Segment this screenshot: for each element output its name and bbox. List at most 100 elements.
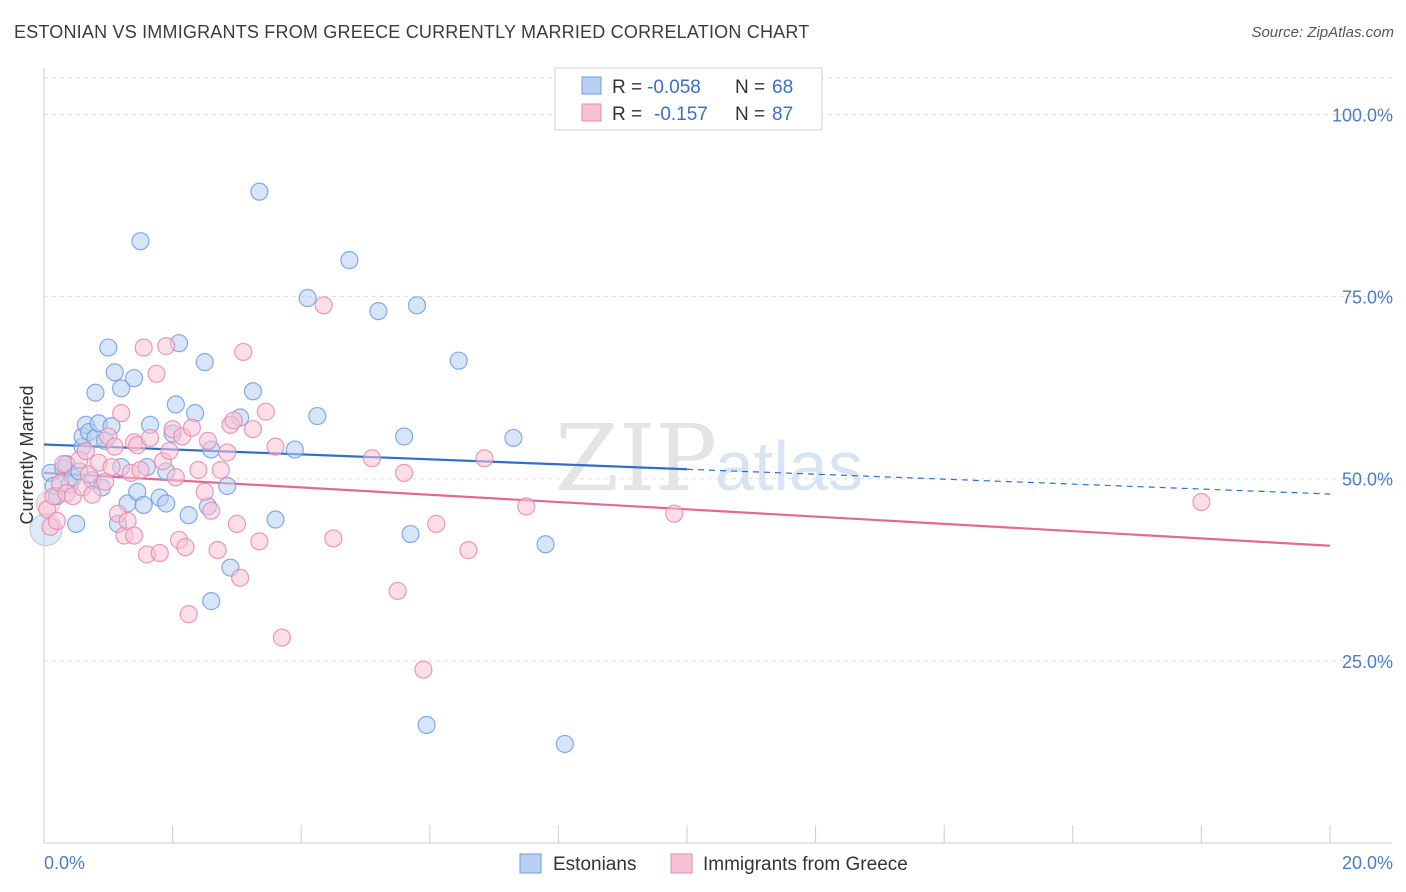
point-estonians-21 (105, 363, 124, 382)
bottom-legend-label-greece: Immigrants from Greece (703, 854, 908, 875)
trend-line-greece (43, 471, 1331, 547)
point-greece-24 (124, 526, 144, 545)
point-estonians-28 (131, 232, 150, 251)
point-greece-40 (179, 605, 198, 624)
point-estonians-54 (369, 302, 388, 321)
point-greece-70 (1192, 492, 1211, 512)
trend-line-estonians-dashed (686, 468, 1331, 495)
x-tick-label-max: 20.0% (1342, 853, 1393, 873)
point-estonians-43 (202, 592, 221, 611)
point-estonians-58 (417, 715, 436, 735)
point-greece-31 (150, 543, 169, 563)
legend-n-value-2: 87 (772, 104, 793, 125)
point-greece-36 (166, 468, 185, 487)
point-estonians-44 (218, 476, 237, 496)
y-axis-label: Currently Married (17, 385, 37, 524)
legend-r-label-1: R = (612, 77, 642, 98)
point-greece-29 (140, 428, 160, 448)
data-points (29, 182, 1211, 754)
point-greece-52 (231, 568, 250, 587)
legend-n-label-2: N = (735, 104, 765, 125)
point-greece-17 (105, 437, 124, 456)
point-greece-65 (427, 514, 446, 533)
point-greece-16 (102, 457, 121, 477)
bottom-legend-label-estonians: Estonians (553, 854, 636, 875)
point-estonians-36 (166, 395, 185, 414)
point-estonians-47 (243, 382, 263, 401)
point-greece-33 (157, 337, 176, 356)
point-greece-48 (218, 443, 237, 462)
watermark-zip: ZIP (555, 405, 717, 512)
point-greece-68 (517, 497, 536, 516)
x-tick-label-min: 0.0% (44, 853, 85, 873)
point-estonians-19 (99, 338, 118, 357)
point-greece-39 (176, 538, 195, 557)
point-greece-10 (76, 441, 95, 461)
legend-r-value-1: -0.058 (647, 77, 701, 98)
point-estonians-29 (134, 495, 153, 515)
point-estonians-61 (536, 535, 555, 554)
point-estonians-60 (504, 428, 523, 448)
point-greece-63 (394, 463, 414, 482)
bottom-legend-swatch-estonians (519, 853, 542, 874)
y-tick-label-50: 50.0% (1342, 470, 1393, 490)
point-greece-57 (266, 437, 285, 456)
point-greece-64 (414, 660, 433, 679)
point-greece-41 (182, 418, 201, 437)
point-estonians-57 (407, 296, 427, 315)
point-greece-66 (459, 541, 478, 560)
point-estonians-56 (401, 524, 420, 544)
point-greece-45 (202, 501, 221, 520)
chart-title: ESTONIAN VS IMMIGRANTS FROM GREECE CURRE… (14, 22, 810, 42)
point-estonians-55 (394, 427, 414, 446)
point-estonians-59 (449, 351, 468, 370)
point-greece-67 (475, 449, 494, 468)
point-greece-30 (147, 364, 166, 383)
y-tick-label-75: 75.0% (1342, 288, 1393, 308)
point-greece-42 (189, 460, 208, 480)
point-greece-43 (195, 482, 214, 501)
point-greece-26 (131, 460, 150, 480)
point-greece-34 (160, 441, 179, 461)
watermark-atlas: atlas (715, 427, 863, 505)
legend: R = -0.058 N = 68 R = -0.157 N = 87 (554, 67, 823, 131)
point-greece-61 (362, 449, 382, 468)
point-estonians-49 (266, 510, 285, 529)
point-greece-44 (198, 431, 218, 450)
y-tick-labels: 25.0% 50.0% 75.0% 100.0% (1332, 105, 1393, 671)
point-estonians-51 (298, 288, 317, 308)
point-estonians-62 (555, 734, 574, 754)
point-greece-3 (47, 511, 66, 531)
point-estonians-50 (285, 440, 304, 459)
watermark: ZIP atlas (555, 405, 863, 512)
y-tick-label-100: 100.0% (1332, 105, 1393, 125)
bottom-legend: Estonians Immigrants from Greece (519, 853, 908, 875)
legend-r-label-2: R = (612, 104, 642, 125)
point-greece-12 (83, 485, 102, 504)
x-tick-labels: 0.0% 20.0% (44, 853, 1393, 873)
point-greece-59 (314, 296, 333, 315)
point-estonians-48 (250, 182, 269, 201)
legend-r-value-2: -0.157 (654, 104, 708, 125)
point-estonians-53 (340, 251, 359, 270)
y-tick-label-25: 25.0% (1342, 652, 1393, 672)
point-estonians-15 (86, 383, 105, 402)
point-greece-46 (208, 541, 227, 560)
point-greece-5 (54, 455, 73, 474)
point-greece-11 (79, 465, 99, 484)
point-estonians-7 (67, 514, 86, 533)
point-estonians-24 (112, 379, 131, 398)
point-greece-27 (134, 338, 153, 357)
point-estonians-40 (195, 353, 214, 372)
point-greece-55 (250, 532, 269, 551)
point-greece-47 (211, 460, 230, 480)
source-label: Source: ZipAtlas.com (1251, 24, 1394, 41)
point-greece-62 (388, 581, 407, 601)
point-greece-58 (272, 628, 292, 647)
bottom-legend-swatch-greece (670, 853, 693, 874)
legend-swatch-estonians (581, 76, 602, 95)
point-estonians-26 (124, 369, 144, 388)
point-estonians-34 (157, 494, 176, 513)
legend-n-label-1: N = (735, 77, 765, 98)
